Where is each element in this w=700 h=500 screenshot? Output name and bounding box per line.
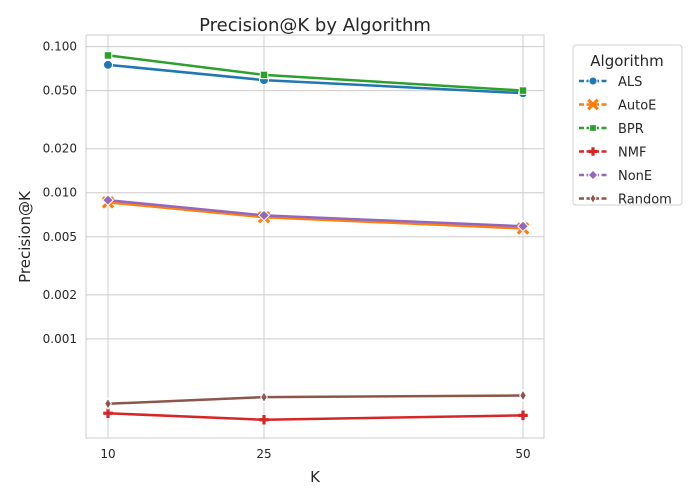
legend-label: Random: [618, 193, 672, 208]
legend-marker: [588, 147, 598, 156]
y-tick-label: 0.020: [43, 142, 77, 156]
legend-item-bpr: BPR: [579, 122, 644, 137]
data-point-nmf: [518, 410, 528, 421]
data-point-random: [104, 397, 112, 410]
legend-marker: [587, 98, 599, 111]
legend-items: ALS AutoE BPR NMF NonE Random: [579, 75, 672, 208]
series-nmf: [103, 408, 528, 425]
x-tick-label: 25: [256, 447, 271, 461]
y-tick-label: 0.001: [43, 332, 77, 346]
x-tick-label: 50: [515, 447, 530, 461]
legend-item-none: NonE: [579, 169, 652, 184]
y-tick-labels: 0.001 0.002 0.005 0.010 0.020 0.050 0.100: [43, 40, 77, 346]
series-none: [102, 194, 529, 233]
data-point-none: [517, 220, 529, 233]
y-tick-label: 0.100: [43, 40, 77, 54]
legend-label: NMF: [618, 146, 646, 161]
chart-title: Precision@K by Algorithm: [199, 15, 431, 36]
legend-label: AutoE: [618, 99, 656, 114]
data-point-nmf: [103, 408, 113, 419]
data-point-none: [102, 194, 114, 207]
x-tick-labels: 10 25 50: [100, 447, 530, 461]
series-bpr: [103, 51, 528, 95]
y-tick-label: 0.010: [43, 186, 77, 200]
legend-label: ALS: [618, 75, 642, 90]
series-random: [104, 389, 527, 410]
legend-marker: [589, 192, 597, 205]
legend-item-als: ALS: [579, 75, 642, 90]
data-point-bpr: [259, 70, 269, 80]
legend-title: Algorithm: [590, 52, 663, 70]
x-tick-label: 10: [100, 447, 115, 461]
legend-frame: [572, 44, 683, 206]
legend-marker: [588, 76, 598, 86]
data-point-none: [258, 209, 270, 222]
data-point-bpr: [103, 51, 113, 60]
x-axis-label: K: [310, 468, 321, 486]
y-axis-label: Precision@K: [16, 190, 34, 283]
legend-marker: [589, 124, 597, 132]
legend-item-autoe: AutoE: [579, 99, 656, 114]
legend-item-nmf: NMF: [579, 146, 646, 161]
legend-label: NonE: [618, 169, 652, 184]
data-point-bpr: [518, 86, 528, 95]
legend-marker: [587, 169, 599, 181]
y-tick-label: 0.005: [43, 230, 77, 244]
data-point-nmf: [259, 414, 269, 425]
data-point-random: [260, 390, 268, 404]
y-tick-label: 0.050: [43, 84, 77, 98]
series-group: [101, 51, 530, 425]
legend: Algorithm ALS AutoE BPR NMF NonE Random: [572, 44, 683, 208]
data-point-als: [103, 59, 113, 70]
legend-item-random: Random: [579, 193, 672, 208]
legend-label: BPR: [618, 122, 644, 137]
data-point-random: [519, 389, 527, 402]
y-tick-label: 0.002: [43, 288, 77, 302]
